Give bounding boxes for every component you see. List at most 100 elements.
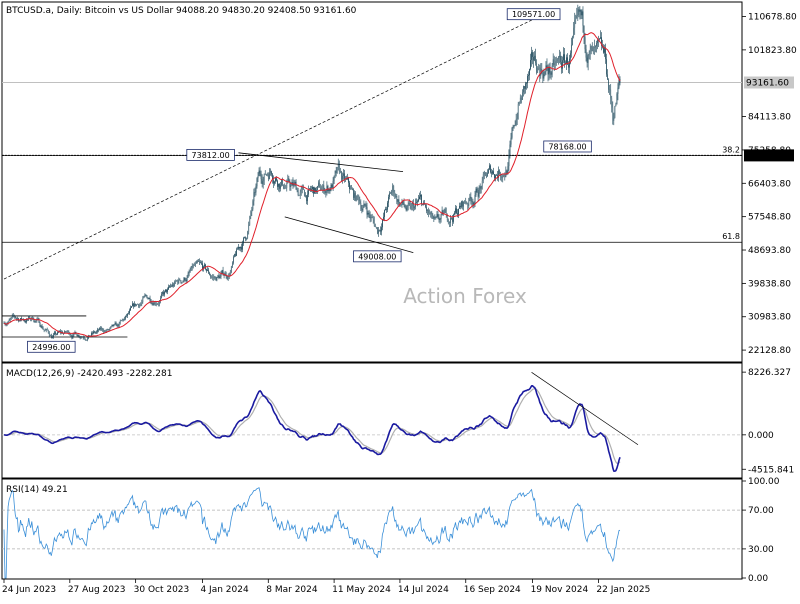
candle-body [269, 172, 270, 180]
candle-body [191, 266, 193, 268]
candle-body [531, 52, 532, 61]
candle-body [86, 338, 88, 341]
candle-body [42, 328, 44, 330]
rsi-line [3, 486, 621, 579]
candle-body [385, 208, 386, 211]
candle-body [74, 332, 76, 333]
candle-body [24, 320, 25, 322]
candle-body [194, 263, 196, 266]
candle-body [102, 328, 104, 331]
candle-body [37, 318, 39, 320]
candle-body [408, 202, 410, 204]
candle-body [555, 61, 557, 64]
candle-body [32, 317, 34, 320]
candle-body [396, 195, 398, 202]
candle-body [171, 285, 172, 287]
x-tick-label: 4 Jan 2024 [200, 585, 248, 595]
candle-body [337, 163, 339, 168]
candle-body [524, 86, 525, 89]
candle-body [383, 216, 384, 220]
candle-body [45, 329, 47, 331]
candle-body [483, 172, 485, 175]
candle-body [188, 271, 190, 274]
x-tick-label: 19 Nov 2024 [531, 585, 589, 595]
candle-body [412, 203, 414, 209]
fib-trendline [3, 18, 534, 280]
candle-body [325, 191, 327, 193]
candle-body [618, 78, 620, 88]
candle-body [198, 261, 199, 262]
candle-body [270, 171, 271, 173]
candle-body [26, 319, 27, 323]
candle-body [472, 202, 474, 205]
candle-body [206, 268, 207, 271]
candle-body [197, 261, 198, 262]
candle-body [476, 188, 478, 193]
candle-body [561, 62, 562, 69]
candle-body [533, 56, 534, 61]
candle-body [113, 324, 115, 326]
candle-body [523, 86, 524, 93]
candle-body [492, 171, 493, 174]
candle-body [546, 65, 548, 69]
candle-body [432, 216, 434, 219]
candle-body [574, 20, 576, 28]
candle-body [380, 230, 381, 232]
candle-body [387, 202, 388, 210]
candle-body [437, 214, 439, 217]
candle-body [234, 254, 235, 257]
price-box [744, 149, 794, 162]
candle-body [562, 60, 563, 69]
candle-body [300, 188, 302, 193]
candle-body [473, 202, 475, 205]
candle-body [434, 217, 436, 218]
candle-body [517, 104, 519, 119]
candle-body [199, 261, 200, 263]
candle-body [370, 217, 372, 219]
candle-body [349, 182, 350, 190]
candle-body [417, 201, 418, 203]
candle-body [7, 321, 9, 324]
candle-body [487, 172, 488, 177]
candle-body [183, 277, 185, 282]
candle-body [79, 336, 81, 338]
candle-body [114, 322, 116, 325]
fib-label: 61.8 [722, 232, 740, 241]
candle-body [322, 185, 324, 190]
candle-body [151, 303, 153, 304]
price-box-label: 93161.60 [746, 79, 789, 89]
candle-body [376, 227, 378, 234]
candle-body [172, 284, 173, 287]
candle-body [484, 172, 486, 176]
candle-body [481, 180, 483, 189]
candle-body [290, 185, 292, 187]
candle-body [323, 185, 325, 191]
candle-body [368, 212, 370, 215]
candle-body [284, 188, 286, 189]
candle-body [504, 175, 506, 178]
candle-body [169, 286, 170, 287]
candle-body [49, 335, 51, 337]
candle-body [307, 194, 308, 202]
candle-body [513, 125, 515, 127]
candle-body [180, 280, 182, 283]
candle-body [100, 328, 101, 330]
candle-body [591, 45, 593, 52]
candle-body [595, 46, 596, 48]
candle-body [192, 265, 194, 268]
candle-body [27, 319, 28, 320]
candle-body [57, 332, 58, 335]
candle-body [548, 67, 550, 75]
candle-body [28, 316, 29, 320]
macd-title: MACD(12,26,9) -2420.493 -2282.281 [6, 369, 172, 379]
candle-body [607, 74, 608, 80]
candle-body [76, 334, 78, 337]
candle-body [392, 185, 394, 192]
candle-body [530, 60, 531, 70]
candle-body [615, 104, 617, 107]
candle-body [364, 203, 366, 205]
candle-body [222, 270, 224, 275]
candle-body [612, 107, 614, 121]
candle-body [156, 303, 158, 305]
candle-body [528, 75, 529, 77]
